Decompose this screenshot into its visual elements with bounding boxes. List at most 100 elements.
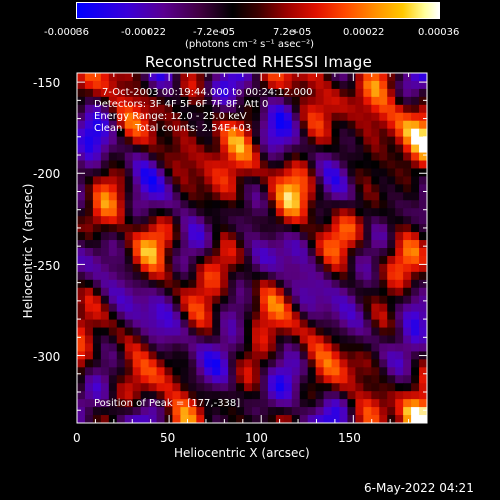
heatmap-cell: [244, 327, 253, 337]
heatmap-cell: [403, 176, 412, 185]
heatmap-cell: [140, 144, 150, 154]
heatmap-cell: [411, 120, 420, 130]
heatmap-cell: [411, 287, 420, 297]
heatmap-cell: [363, 112, 372, 122]
heatmap-cell: [84, 287, 94, 297]
heatmap-cell: [164, 391, 174, 400]
heatmap-cell: [116, 120, 126, 130]
heatmap-cell: [148, 136, 158, 146]
heatmap-cell: [124, 128, 134, 138]
heatmap-cell: [283, 248, 293, 257]
heatmap-cell: [323, 295, 333, 305]
heatmap-cell: [419, 391, 427, 400]
heatmap-cell: [108, 391, 118, 400]
heatmap-cell: [323, 383, 333, 392]
heatmap-cell: [299, 120, 309, 130]
heatmap-cell: [124, 311, 134, 321]
heatmap-cell: [132, 152, 142, 162]
heatmap-cell: [212, 311, 221, 321]
heatmap-cell: [299, 343, 309, 352]
heatmap-cell: [411, 343, 420, 352]
heatmap-cell: [92, 367, 102, 376]
heatmap-cell: [164, 311, 174, 321]
heatmap-cell: [347, 120, 356, 130]
heatmap-cell: [275, 391, 285, 400]
heatmap-cell: [331, 327, 341, 337]
heatmap-cell: [323, 319, 333, 329]
heatmap-cell: [355, 343, 364, 352]
heatmap-cell: [299, 136, 309, 146]
heatmap-cell: [363, 176, 372, 185]
heatmap-cell: [259, 343, 269, 352]
heatmap-cell: [331, 120, 341, 130]
heatmap-cell: [228, 407, 237, 416]
heatmap-cell: [212, 343, 221, 352]
heatmap-cell: [212, 208, 221, 217]
heatmap-cell: [371, 184, 380, 193]
heatmap-cell: [100, 208, 110, 217]
heatmap-cell: [212, 367, 221, 376]
heatmap-cell: [275, 88, 285, 98]
heatmap-cell: [275, 319, 285, 329]
heatmap-cell: [411, 112, 420, 122]
heatmap-cell: [259, 351, 269, 360]
heatmap-cell: [244, 399, 253, 408]
heatmap-cell: [283, 335, 293, 345]
heatmap-cell: [323, 152, 333, 162]
heatmap-cell: [164, 399, 174, 408]
heatmap-cell: [172, 112, 181, 122]
heatmap-cell: [379, 351, 388, 360]
heatmap-cell: [339, 144, 349, 154]
heatmap-cell: [140, 367, 150, 376]
heatmap-cell: [228, 391, 237, 400]
heatmap-cell: [148, 152, 158, 162]
heatmap-cell: [77, 176, 86, 185]
heatmap-cell: [387, 303, 396, 313]
heatmap-cell: [403, 287, 412, 297]
heatmap-cell: [267, 80, 277, 90]
heatmap-cell: [291, 407, 301, 416]
heatmap-cell: [363, 399, 372, 408]
heatmap-cell: [92, 73, 102, 82]
heatmap-cell: [244, 120, 253, 130]
heatmap-cell: [411, 335, 420, 345]
heatmap-cell: [403, 399, 412, 408]
heatmap-cell: [347, 391, 356, 400]
heatmap-cell: [140, 112, 150, 122]
heatmap-cell: [236, 248, 245, 257]
heatmap-cell: [411, 96, 420, 106]
heatmap-cell: [180, 343, 189, 352]
heatmap-cell: [244, 88, 253, 98]
heatmap-cell: [267, 184, 277, 193]
heatmap-cell: [180, 128, 189, 138]
heatmap-cell: [156, 295, 166, 305]
heatmap-cell: [156, 144, 166, 154]
heatmap-cell: [188, 311, 197, 321]
heatmap-cell: [116, 375, 126, 384]
heatmap-cell: [156, 208, 166, 217]
heatmap-cell: [228, 208, 237, 217]
heatmap-cell: [363, 335, 372, 345]
heatmap-cell: [244, 343, 253, 352]
heatmap-cell: [379, 192, 388, 201]
heatmap-cell: [379, 383, 388, 392]
heatmap-cell: [387, 327, 396, 337]
heatmap-cell: [77, 88, 86, 98]
heatmap-cell: [100, 136, 110, 146]
heatmap-cell: [180, 240, 189, 249]
heatmap-cell: [291, 80, 301, 90]
heatmap-cell: [124, 104, 134, 114]
heatmap-cell: [395, 335, 404, 345]
heatmap-cell: [140, 263, 150, 273]
heatmap-cell: [419, 80, 427, 90]
heatmap-cell: [92, 248, 102, 257]
heatmap-cell: [259, 359, 269, 368]
heatmap-cell: [252, 128, 261, 138]
heatmap-cell: [307, 184, 317, 193]
heatmap-cell: [307, 407, 317, 416]
heatmap-cell: [283, 168, 293, 177]
heatmap-cell: [188, 112, 197, 122]
heatmap-cell: [156, 287, 166, 297]
heatmap-cell: [403, 255, 412, 265]
heatmap-cell: [307, 287, 317, 297]
